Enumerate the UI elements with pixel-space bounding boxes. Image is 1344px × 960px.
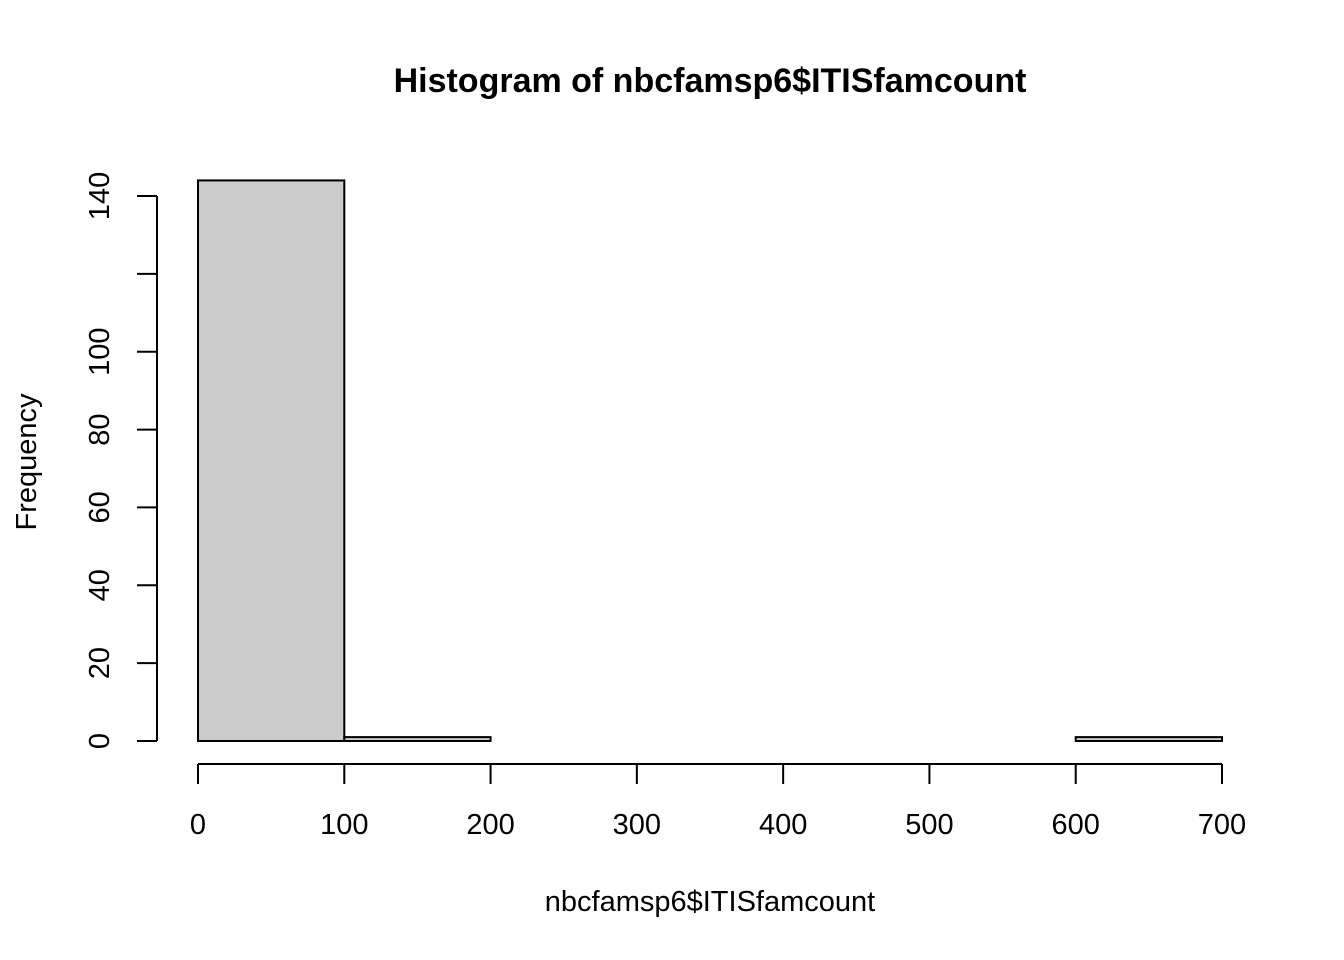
y-tick-label-5: 100 — [84, 328, 116, 376]
y-tick-label-3: 60 — [84, 491, 116, 523]
x-tick-label-5: 500 — [905, 809, 953, 841]
y-tick-label-4: 80 — [84, 413, 116, 445]
histogram-bar-0 — [197, 179, 346, 742]
x-tick-label-2: 200 — [466, 809, 514, 841]
y-tick-label-1: 20 — [84, 647, 116, 679]
chart-title: Histogram of nbcfamsp6$ITISfamcount — [394, 62, 1027, 100]
y-tick-label-7: 140 — [84, 172, 116, 220]
y-tick-label-0: 0 — [84, 733, 116, 749]
x-tick-label-0: 0 — [190, 809, 206, 841]
x-tick-label-6: 600 — [1052, 809, 1100, 841]
x-tick-label-4: 400 — [759, 809, 807, 841]
x-tick-label-1: 100 — [320, 809, 368, 841]
histogram-bar-6 — [1074, 736, 1223, 742]
x-tick-label-7: 700 — [1198, 809, 1246, 841]
bars-group — [197, 179, 1223, 742]
histogram-bar-1 — [343, 736, 492, 742]
x-axis-label: nbcfamsp6$ITISfamcount — [545, 886, 875, 918]
y-axis: 0 20 40 60 80 100 140 — [84, 172, 158, 749]
y-axis-label: Frequency — [11, 393, 43, 531]
x-tick-label-3: 300 — [613, 809, 661, 841]
y-tick-label-2: 40 — [84, 569, 116, 601]
x-axis: 0 100 200 300 400 500 600 700 — [190, 763, 1246, 841]
